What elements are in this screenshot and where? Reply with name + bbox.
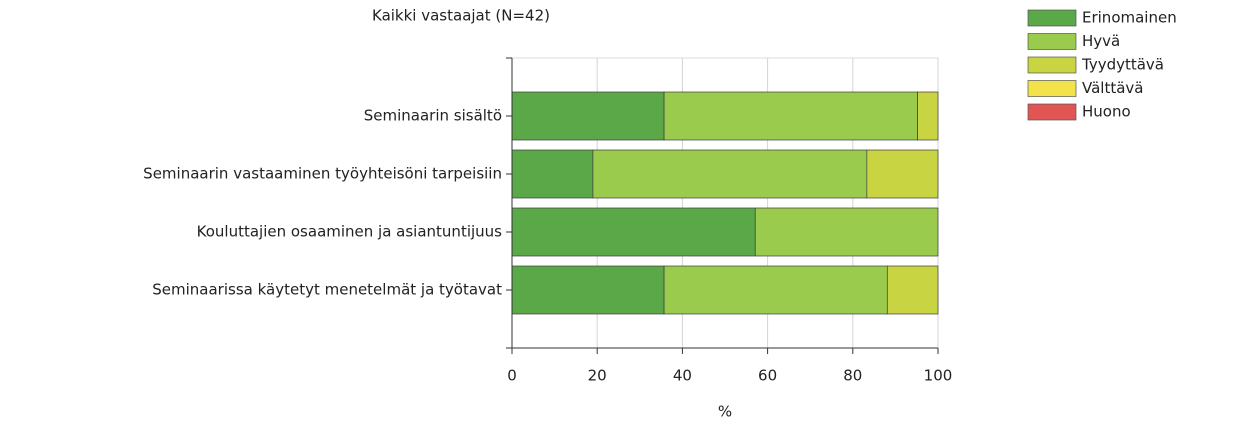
legend-swatch <box>1027 103 1077 121</box>
y-tick-label: Seminaarin sisältö <box>364 107 502 125</box>
x-axis-label: % <box>718 403 732 421</box>
x-tick-label: 60 <box>758 367 777 385</box>
bar-segment <box>511 265 665 315</box>
legend-label: Huono <box>1082 103 1131 121</box>
bar-segment <box>592 149 868 199</box>
legend-label: Erinomainen <box>1082 9 1177 27</box>
x-tick-label: 40 <box>673 367 692 385</box>
bar-segment <box>511 149 594 199</box>
x-tick-label: 20 <box>588 367 607 385</box>
bar-segment <box>663 91 918 141</box>
legend-swatch <box>1027 9 1077 27</box>
x-tick-label: 80 <box>843 367 862 385</box>
bar-segment <box>866 149 939 199</box>
legend-swatch <box>1027 33 1077 50</box>
bar-segment <box>511 207 756 257</box>
bar-segment <box>917 91 939 141</box>
bar-segment <box>886 265 939 315</box>
y-tick-label: Seminaarin vastaaminen työyhteisöni tarp… <box>143 165 502 183</box>
bar-segment <box>754 207 939 257</box>
x-tick-label: 0 <box>507 367 517 385</box>
x-tick-label: 100 <box>924 367 953 385</box>
legend-label: Välttävä <box>1082 79 1143 97</box>
y-tick-label: Kouluttajien osaaminen ja asiantuntijuus <box>197 223 503 241</box>
legend-swatch <box>1027 80 1077 97</box>
legend-swatch <box>1027 56 1077 74</box>
y-tick-label: Seminaarissa käytetyt menetelmät ja työt… <box>152 281 502 299</box>
chart-title: Kaikki vastaajat (N=42) <box>372 7 550 25</box>
legend-label: Tyydyttävä <box>1081 56 1164 74</box>
bar-segment <box>511 91 665 141</box>
legend-label: Hyvä <box>1082 32 1120 50</box>
bar-segment <box>663 265 888 315</box>
